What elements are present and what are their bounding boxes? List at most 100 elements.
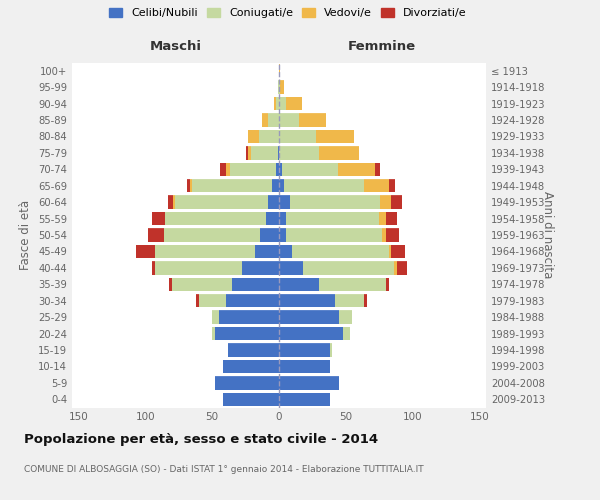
Bar	[286, 212, 379, 226]
Bar	[279, 360, 330, 373]
Bar	[279, 376, 339, 390]
Bar	[230, 162, 277, 176]
Bar	[187, 179, 190, 192]
Bar	[219, 310, 279, 324]
Text: Popolazione per età, sesso e stato civile - 2014: Popolazione per età, sesso e stato civil…	[24, 432, 378, 446]
Y-axis label: Fasce di età: Fasce di età	[19, 200, 32, 270]
Bar	[278, 80, 279, 94]
Bar	[155, 261, 242, 274]
Bar	[391, 244, 404, 258]
Bar	[220, 162, 226, 176]
Bar	[199, 294, 226, 308]
Bar	[164, 228, 260, 241]
Bar	[215, 376, 279, 390]
Bar	[292, 244, 389, 258]
Bar	[279, 261, 303, 274]
Bar	[277, 162, 279, 176]
Bar	[255, 244, 279, 258]
Bar	[212, 327, 215, 340]
Bar	[266, 212, 279, 226]
Bar	[281, 162, 338, 176]
Bar	[232, 278, 279, 291]
Bar	[279, 278, 319, 291]
Bar	[286, 228, 382, 241]
Bar	[386, 278, 389, 291]
Y-axis label: Anni di nascita: Anni di nascita	[541, 192, 554, 278]
Bar	[280, 80, 284, 94]
Bar	[190, 179, 192, 192]
Bar	[152, 261, 155, 274]
Bar	[268, 114, 279, 126]
Bar	[168, 196, 173, 209]
Bar	[173, 196, 175, 209]
Bar	[278, 146, 279, 160]
Bar	[245, 146, 248, 160]
Bar	[279, 114, 299, 126]
Bar	[248, 130, 259, 143]
Bar	[272, 179, 279, 192]
Bar	[389, 244, 391, 258]
Bar	[279, 97, 286, 110]
Bar	[303, 261, 394, 274]
Bar	[268, 196, 279, 209]
Bar	[259, 130, 279, 143]
Bar	[223, 392, 279, 406]
Bar	[343, 327, 350, 340]
Bar	[290, 196, 380, 209]
Bar	[212, 310, 219, 324]
Bar	[215, 327, 279, 340]
Bar	[248, 146, 251, 160]
Bar	[226, 294, 279, 308]
Bar	[279, 392, 330, 406]
Bar	[364, 179, 389, 192]
Bar	[389, 179, 395, 192]
Bar	[380, 196, 391, 209]
Bar	[386, 228, 399, 241]
Bar	[284, 179, 364, 192]
Bar	[279, 212, 286, 226]
Bar	[382, 228, 386, 241]
Bar	[262, 114, 268, 126]
Bar	[279, 64, 280, 78]
Text: Femmine: Femmine	[348, 40, 416, 54]
Bar	[226, 162, 230, 176]
Bar	[279, 310, 339, 324]
Bar	[394, 261, 397, 274]
Bar	[260, 228, 279, 241]
Bar	[279, 146, 319, 160]
Bar	[279, 244, 292, 258]
Bar	[155, 244, 255, 258]
Bar	[279, 179, 284, 192]
Bar	[397, 261, 407, 274]
Bar	[277, 97, 279, 110]
Bar	[375, 162, 380, 176]
Bar	[172, 278, 232, 291]
Text: Maschi: Maschi	[150, 40, 202, 54]
Bar	[152, 212, 166, 226]
Bar	[364, 294, 367, 308]
Bar	[330, 344, 332, 356]
Bar	[166, 212, 266, 226]
Bar	[279, 228, 286, 241]
Bar	[339, 310, 352, 324]
Bar	[299, 114, 326, 126]
Bar	[379, 212, 386, 226]
Bar	[196, 294, 199, 308]
Bar	[228, 344, 279, 356]
Bar	[335, 294, 364, 308]
Bar	[279, 327, 343, 340]
Bar	[279, 80, 280, 94]
Bar	[286, 97, 302, 110]
Bar	[251, 146, 278, 160]
Bar	[279, 130, 316, 143]
Text: COMUNE DI ALBOSAGGIA (SO) - Dati ISTAT 1° gennaio 2014 - Elaborazione TUTTITALIA: COMUNE DI ALBOSAGGIA (SO) - Dati ISTAT 1…	[24, 465, 424, 474]
Bar	[148, 228, 164, 241]
Bar	[319, 146, 359, 160]
Bar	[274, 97, 277, 110]
Bar	[319, 278, 386, 291]
Bar	[279, 196, 290, 209]
Bar	[338, 162, 375, 176]
Bar	[279, 294, 335, 308]
Bar	[192, 179, 272, 192]
Bar	[279, 344, 330, 356]
